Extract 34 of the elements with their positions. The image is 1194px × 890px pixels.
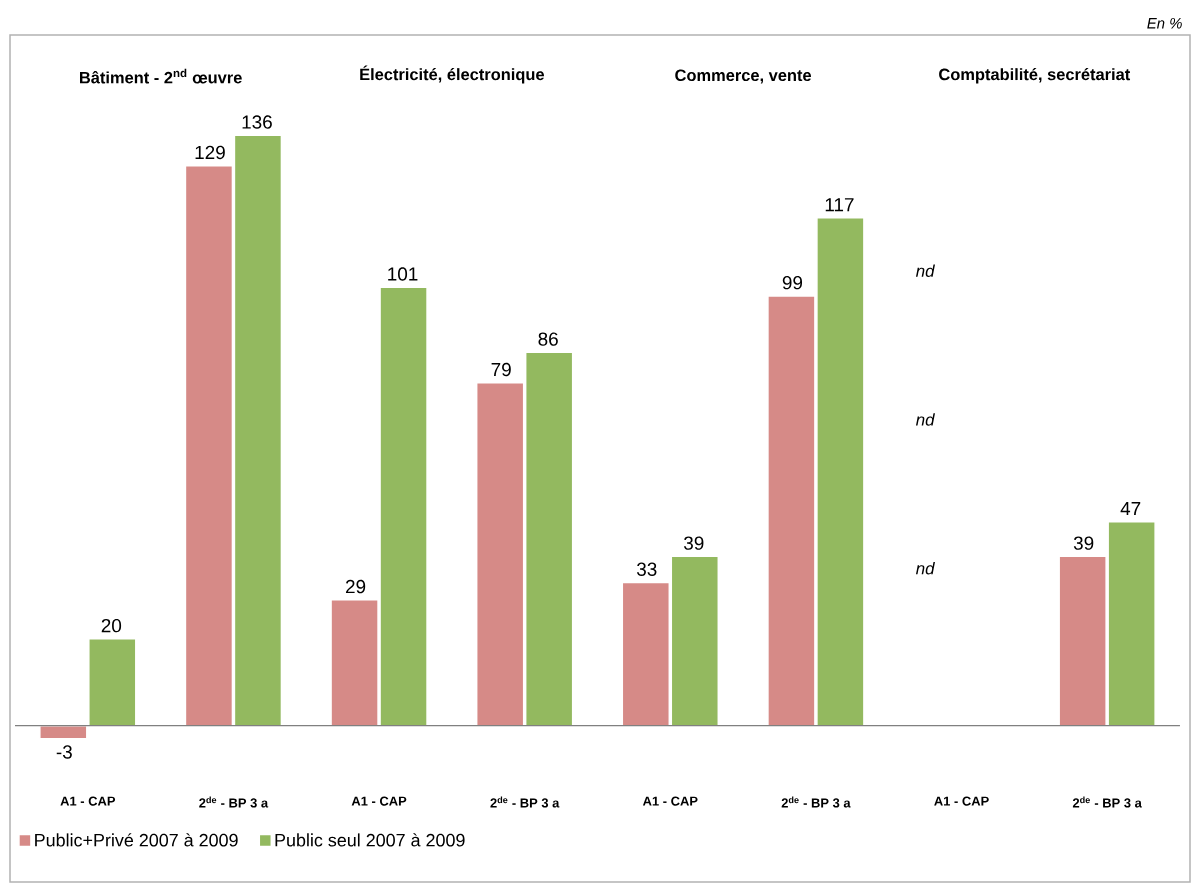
data-label: 136 [242,115,272,129]
x-tick-label: A1 - CAP [934,796,989,806]
x-tick-label: 2$^{de}$ - BP 3 a [490,796,560,808]
x-tick-label: 2$^{de}$ - BP 3 a [199,796,269,808]
text: Comptabilité, secrétariat [939,67,1131,84]
data-label: 20 [101,618,122,633]
annotation: nd [915,413,935,426]
data-label: 29 [345,579,366,594]
data-label: 33 [636,562,657,576]
bar [88,638,137,727]
data-label: -3 [56,745,72,759]
data-label: 47 [1120,502,1141,516]
data-label: 39 [683,536,704,550]
x-tick-label: 2$^{de}$ - BP 3 a [781,796,851,808]
data-label: 39 [1073,536,1094,550]
bar [39,724,88,740]
text: En % [1147,18,1182,29]
legend-label: Public seul 2007 à 2009 [275,833,465,847]
x-tick-label: A1 - CAP [351,796,407,806]
x-tick-label: 2$^{de}$ - BP 3 a [1072,796,1142,808]
text: Commerce, vente [675,69,812,84]
annotation: nd [915,562,935,575]
x-tick-label: A1 - CAP [60,796,116,806]
legend-label: Public+Privé 2007 à 2009 [35,833,238,847]
x-tick-label: A1 - CAP [642,796,698,806]
data-label: 101 [388,267,418,281]
data-label: 129 [195,145,225,160]
text: Bâtiment - 2$^{nd}$ œuvre [80,68,242,84]
data-label: 117 [825,198,854,212]
data-label: 79 [491,362,511,377]
data-label: 99 [782,275,803,290]
text: Électricité, électronique [360,65,545,84]
annotation: nd [915,264,935,277]
data-label: 86 [538,332,558,346]
